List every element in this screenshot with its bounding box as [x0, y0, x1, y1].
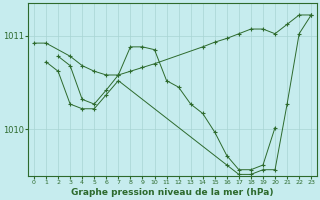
X-axis label: Graphe pression niveau de la mer (hPa): Graphe pression niveau de la mer (hPa)	[71, 188, 274, 197]
